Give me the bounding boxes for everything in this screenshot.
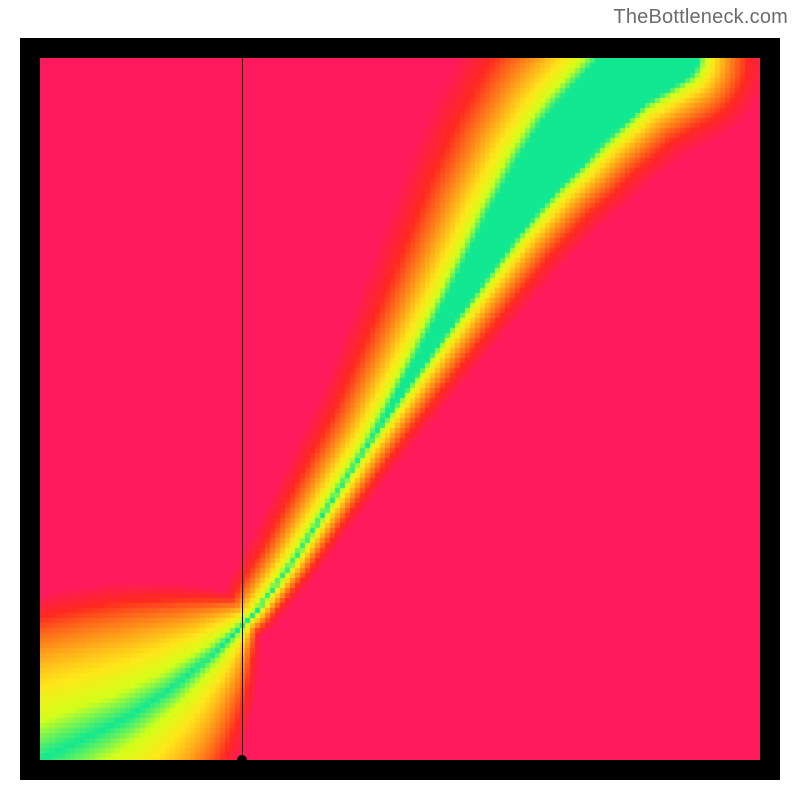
heatmap-frame <box>20 38 780 780</box>
marker-point <box>237 755 247 760</box>
heatmap-canvas <box>40 58 760 760</box>
heatmap-inner <box>40 58 760 760</box>
marker-crosshair-vertical <box>242 58 243 760</box>
attribution-text: TheBottleneck.com <box>613 6 788 29</box>
